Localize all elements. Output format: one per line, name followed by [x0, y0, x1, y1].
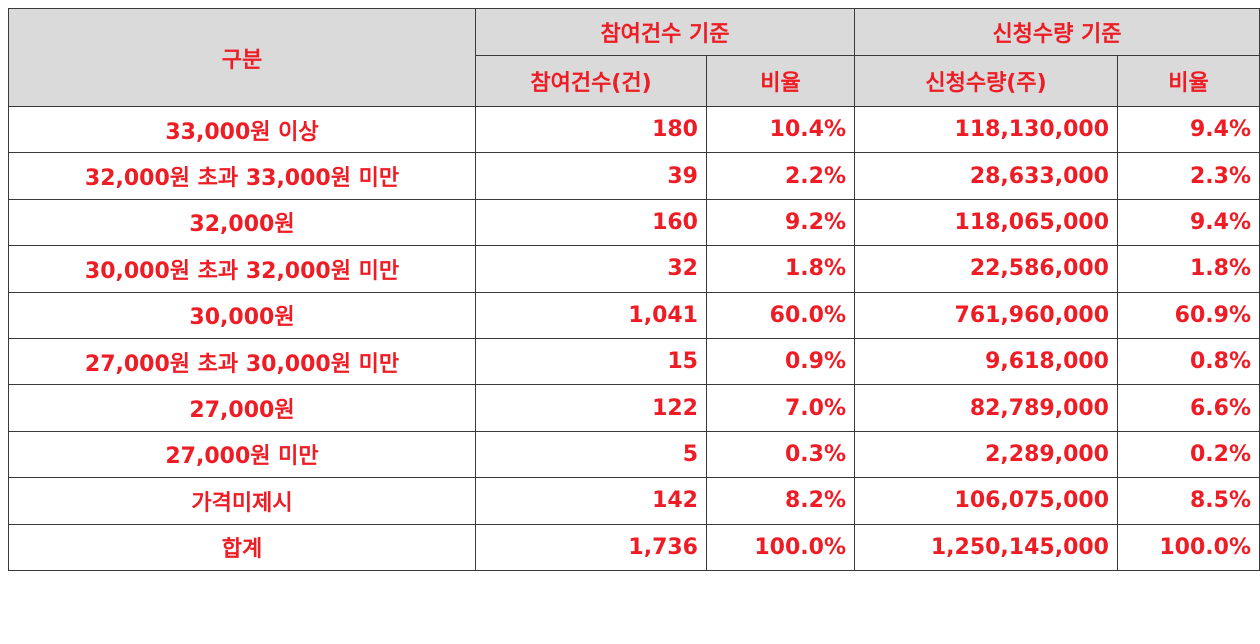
row-category: 32,000원 초과 33,000원 미만: [8, 152, 476, 200]
row-category: 27,000원 미만: [8, 430, 476, 479]
header-category: 구분: [8, 8, 476, 107]
row-count: 32: [475, 245, 707, 293]
row-count: 160: [475, 198, 707, 247]
row-count-ratio: 1.8%: [706, 245, 855, 293]
header-subscription-qty: 신청수량(주): [854, 55, 1118, 107]
row-count: 180: [475, 105, 707, 154]
row-qty-ratio: 0.2%: [1117, 430, 1260, 479]
row-category: 32,000원: [8, 198, 476, 247]
row-count: 15: [475, 337, 707, 386]
row-count: 1,041: [475, 291, 707, 339]
row-qty-ratio: 9.4%: [1117, 105, 1260, 154]
row-qty: 761,960,000: [854, 291, 1118, 339]
row-qty-ratio: 60.9%: [1117, 291, 1260, 339]
row-count: 5: [475, 430, 707, 479]
row-category: 27,000원: [8, 384, 476, 432]
table-row: 33,000원 이상 180 10.4% 118,130,000 9.4%: [8, 105, 1260, 154]
row-count-ratio: 10.4%: [706, 105, 855, 154]
row-category: 30,000원 초과 32,000원 미만: [8, 245, 476, 293]
row-count: 122: [475, 384, 707, 432]
row-qty: 118,130,000: [854, 105, 1118, 154]
row-qty: 2,289,000: [854, 430, 1118, 479]
row-category: 합계: [8, 523, 476, 571]
table-row: 27,000원 미만 5 0.3% 2,289,000 0.2%: [8, 430, 1260, 479]
row-count-ratio: 8.2%: [706, 477, 855, 525]
row-category: 33,000원 이상: [8, 105, 476, 154]
row-qty-ratio: 8.5%: [1117, 477, 1260, 525]
header-participation-count: 참여건수(건): [475, 55, 707, 107]
row-qty-ratio: 2.3%: [1117, 152, 1260, 200]
row-qty: 118,065,000: [854, 198, 1118, 247]
row-count-ratio: 60.0%: [706, 291, 855, 339]
table-row: 27,000원 초과 30,000원 미만 15 0.9% 9,618,000 …: [8, 337, 1260, 386]
header-group-subscription: 신청수량 기준: [854, 8, 1260, 56]
table-row: 32,000원 초과 33,000원 미만 39 2.2% 28,633,000…: [8, 152, 1260, 200]
row-qty: 28,633,000: [854, 152, 1118, 200]
row-count-ratio: 9.2%: [706, 198, 855, 247]
row-count: 1,736: [475, 523, 707, 571]
table-row: 32,000원 160 9.2% 118,065,000 9.4%: [8, 198, 1260, 247]
row-count-ratio: 0.3%: [706, 430, 855, 479]
row-count-ratio: 100.0%: [706, 523, 855, 571]
header-row-groups: 구분 참여건수 기준 신청수량 기준: [8, 8, 1260, 107]
row-qty-ratio: 100.0%: [1117, 523, 1260, 571]
row-category: 30,000원: [8, 291, 476, 339]
demand-forecast-table: 구분 참여건수 기준 신청수량 기준 참여건수(건) 비율 신청수량(주) 비율…: [8, 8, 1260, 571]
row-qty: 22,586,000: [854, 245, 1118, 293]
row-qty: 82,789,000: [854, 384, 1118, 432]
row-qty-ratio: 6.6%: [1117, 384, 1260, 432]
header-participation-ratio: 비율: [706, 55, 855, 107]
row-count-ratio: 2.2%: [706, 152, 855, 200]
table-row: 30,000원 1,041 60.0% 761,960,000 60.9%: [8, 291, 1260, 339]
row-count-ratio: 7.0%: [706, 384, 855, 432]
table-row-total: 합계 1,736 100.0% 1,250,145,000 100.0%: [8, 523, 1260, 571]
row-qty: 1,250,145,000: [854, 523, 1118, 571]
row-qty-ratio: 9.4%: [1117, 198, 1260, 247]
header-row-columns: 참여건수(건) 비율 신청수량(주) 비율: [9, 55, 1260, 107]
header-subscription-ratio: 비율: [1117, 55, 1260, 107]
table-row: 30,000원 초과 32,000원 미만 32 1.8% 22,586,000…: [8, 245, 1260, 293]
row-qty: 106,075,000: [854, 477, 1118, 525]
row-count: 142: [475, 477, 707, 525]
table-row: 27,000원 122 7.0% 82,789,000 6.6%: [8, 384, 1260, 432]
row-count-ratio: 0.9%: [706, 337, 855, 386]
row-qty: 9,618,000: [854, 337, 1118, 386]
row-qty-ratio: 0.8%: [1117, 337, 1260, 386]
row-category: 27,000원 초과 30,000원 미만: [8, 337, 476, 386]
header-group-participation: 참여건수 기준: [475, 8, 855, 56]
row-qty-ratio: 1.8%: [1117, 245, 1260, 293]
row-category: 가격미제시: [8, 477, 476, 525]
table-row: 가격미제시 142 8.2% 106,075,000 8.5%: [8, 477, 1260, 525]
row-count: 39: [475, 152, 707, 200]
